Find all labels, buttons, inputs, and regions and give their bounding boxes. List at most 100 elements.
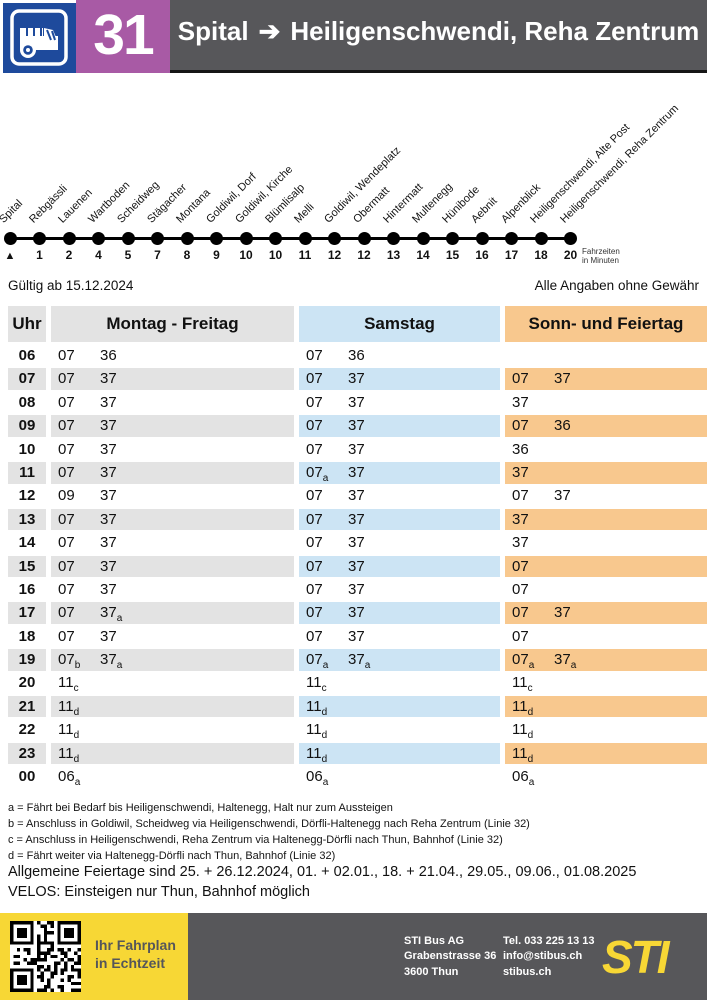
hour-cell: 18 <box>18 627 36 645</box>
time-value: 36 <box>554 417 571 435</box>
hour-cell: 08 <box>18 393 36 411</box>
monday-friday-cell: 07 37 <box>51 532 294 554</box>
route-to: Heiligenschwendi, Reha Zentrum <box>290 15 700 46</box>
stop-dot <box>269 232 282 245</box>
time-value: 07 <box>306 347 323 364</box>
monday-friday-cell: 07 37 <box>51 579 294 601</box>
monday-friday-cell: 07 37 <box>51 439 294 461</box>
sunday-holiday-cell: 07 <box>505 579 707 601</box>
monday-friday-cell: 11d <box>51 719 294 741</box>
sunday-holiday-cell: 11c <box>505 672 707 694</box>
bus-icon-box <box>0 0 76 73</box>
stop-dot <box>328 232 341 245</box>
timetable-row: 21 11d 11d 11d <box>8 695 707 719</box>
saturday-cell: 07 37 <box>299 368 500 390</box>
sunday-holiday-cell: 07a 37a <box>505 649 707 671</box>
time-value: 37 <box>100 417 117 435</box>
timetable-row: 19 07b 37a 07a 37a 07a 37a <box>8 649 707 672</box>
route-from: Spital <box>177 15 249 46</box>
hour-cell: 11 <box>8 461 46 484</box>
hour-cell: 00 <box>18 768 36 786</box>
saturday-cell: 07a 37a <box>299 649 500 671</box>
time-value: 37 <box>348 604 365 622</box>
disclaimer-text: Alle Angaben ohne Gewähr <box>534 278 699 293</box>
footnote-marker: a <box>528 777 535 789</box>
time-value: 37 <box>512 463 529 481</box>
time-value: 37 <box>348 510 365 528</box>
hour-cell: 10 <box>18 440 36 458</box>
time-value: 07a <box>512 651 535 672</box>
column-header-sonn-feiertag: Sonn- und Feiertag <box>505 306 707 342</box>
travel-minute: 15 <box>445 248 460 262</box>
time-value: 07 <box>58 580 75 598</box>
note-line: VELOS: Einsteigen nur Thun, Bahnhof mögl… <box>8 884 311 900</box>
hour-cell: 09 <box>8 415 46 437</box>
time-value: 36 <box>348 347 365 364</box>
time-value: 11d <box>306 721 328 742</box>
time-value: 37a <box>348 651 371 672</box>
timetable-row: 12 09 37 07 37 07 37 <box>8 485 707 508</box>
time-value: 07 <box>306 580 323 598</box>
sunday-holiday-cell: 07 37 <box>505 602 707 624</box>
saturday-cell: 07 37 <box>299 508 500 531</box>
time-value: 07 <box>512 627 529 645</box>
hour-cell: 14 <box>18 534 36 552</box>
time-value: 37 <box>348 440 365 458</box>
footnote-marker: c <box>527 683 533 695</box>
stop-label: Spital <box>0 197 26 226</box>
time-value: 06a <box>58 768 81 789</box>
hour-cell: 13 <box>8 508 46 531</box>
sunday-holiday-cell: 07 <box>505 555 707 578</box>
stop-dot <box>210 232 223 245</box>
time-value: 37 <box>512 510 529 528</box>
hour-cell: 20 <box>18 674 36 692</box>
time-value: 37 <box>348 463 365 481</box>
time-value: 07 <box>512 604 529 622</box>
time-value: 07 <box>512 580 529 598</box>
time-value: 07 <box>58 347 75 364</box>
sti-logo-text: STI <box>602 932 671 982</box>
time-value: 07 <box>512 417 529 435</box>
time-value: 07 <box>58 604 75 622</box>
travel-minute: 12 <box>327 248 342 262</box>
stop-dot <box>564 232 577 245</box>
line-number: 31 <box>93 3 154 67</box>
time-value: 07 <box>306 487 323 505</box>
sunday-holiday-cell <box>505 345 707 367</box>
travel-minute: 9 <box>213 248 220 262</box>
sti-logo: STI <box>602 932 673 982</box>
time-value: 07 <box>306 627 323 645</box>
footnote-marker: d <box>527 730 534 742</box>
travel-minute: 17 <box>504 248 519 262</box>
monday-friday-cell: 07 36 <box>51 345 294 367</box>
footnote-line: c = Anschluss in Heiligenschwendi, Reha … <box>8 834 503 846</box>
time-value: 37 <box>348 370 365 388</box>
saturday-cell: 07 37 <box>299 392 500 414</box>
monday-friday-cell: 09 37 <box>51 485 294 507</box>
time-value: 37a <box>100 651 123 672</box>
stop-dot <box>62 232 76 245</box>
time-value: 37 <box>100 487 117 505</box>
time-value: 11d <box>306 744 328 765</box>
stop-dot <box>505 232 518 245</box>
time-value: 11c <box>306 674 327 695</box>
timetable-row: 07 07 37 07 37 07 37 <box>8 368 707 391</box>
time-value: 07 <box>58 463 75 481</box>
saturday-cell: 07 37 <box>299 555 500 578</box>
time-value: 07b <box>58 651 81 672</box>
monday-friday-cell: 11d <box>51 695 294 718</box>
timetable-row: 00 06a 06a 06a <box>8 766 707 789</box>
monday-friday-cell: 07 37a <box>51 602 294 624</box>
note-line: Allgemeine Feiertage sind 25. + 26.12.20… <box>8 864 637 880</box>
footnote-marker: d <box>73 753 80 765</box>
travel-minute: 8 <box>183 248 191 262</box>
travel-minute: 11 <box>298 248 312 262</box>
time-value: 36 <box>512 440 529 458</box>
sunday-holiday-cell: 07 36 <box>505 415 707 437</box>
time-value: 37 <box>100 580 117 598</box>
route-diagram: Spital ▲ Rebgässli 1 Lauenen 2 Wartboden 4 Schei… <box>0 88 707 278</box>
travel-minute: 16 <box>475 248 489 262</box>
time-value: 37 <box>100 463 117 481</box>
timetable-row: 14 07 37 07 37 37 <box>8 532 707 555</box>
time-value: 11d <box>512 721 534 742</box>
